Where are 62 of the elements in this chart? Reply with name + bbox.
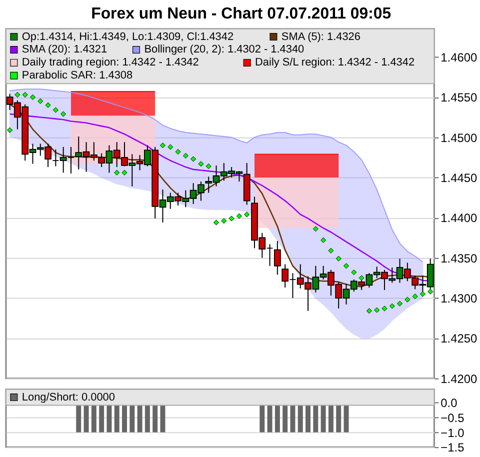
y-tick-label: 1.4300 [440, 292, 478, 306]
legend-label: Long/Short: 0.0000 [22, 391, 115, 404]
y-tick-label: 0.0 [440, 396, 458, 410]
point [175, 149, 181, 155]
point [420, 291, 426, 297]
point [244, 212, 250, 218]
point [344, 263, 349, 269]
point [182, 153, 188, 159]
point [404, 296, 410, 302]
point [168, 144, 174, 150]
point [236, 213, 242, 219]
chart-title: Forex um Neun - Chart 07.07.2011 09:05 [91, 6, 392, 23]
point [374, 307, 380, 313]
point [228, 216, 234, 222]
point [206, 164, 212, 169]
point [38, 98, 44, 104]
legend-label: Bollinger (20, 2): 1.4302 - 1.4340 [144, 44, 304, 56]
y-tick-label: 1.4350 [440, 251, 478, 266]
point [312, 226, 318, 232]
point [160, 142, 166, 148]
point [45, 102, 51, 108]
point [190, 156, 196, 162]
point [22, 92, 28, 98]
point [60, 111, 66, 117]
y-tick-label: 1.4250 [440, 332, 478, 346]
point [214, 220, 219, 226]
y-tick-label: 1.4200 [440, 372, 478, 386]
point [428, 288, 434, 294]
y-tick-label: −1.0 [440, 426, 465, 440]
y-tick-label: −0.5 [440, 410, 465, 425]
y-tick-label: 1.4450 [440, 170, 478, 185]
point [198, 161, 204, 167]
point [366, 308, 372, 314]
legend-label: Op:1.4314, Hi:1.4349, Lo:1.4309, Cl:1.4342 [22, 30, 234, 43]
point [52, 107, 58, 113]
point [7, 127, 13, 133]
y-tick-label: 1.4550 [440, 90, 478, 105]
point [336, 256, 342, 262]
point [320, 237, 326, 243]
legend-label: SMA (5): 1.4326 [281, 30, 360, 43]
y-tick-label: 1.4600 [440, 50, 478, 64]
y-tick-label: 1.4500 [440, 130, 478, 145]
point [358, 275, 364, 281]
point [397, 300, 403, 306]
y-tick-label: −1.5 [440, 440, 465, 455]
legend-label: Parabolic SAR: 1.4308 [22, 70, 133, 82]
candlestick [274, 240, 281, 276]
point [328, 248, 334, 254]
legend-label: Daily trading region: 1.4342 - 1.4342 [22, 56, 199, 69]
point [30, 94, 36, 100]
point [351, 270, 357, 276]
point [14, 92, 20, 98]
point [382, 306, 388, 312]
y-tick-label: 1.4400 [440, 211, 478, 226]
point [412, 294, 418, 300]
point [114, 170, 120, 176]
point [122, 170, 128, 176]
legend-label: SMA (20): 1.4321 [22, 44, 108, 56]
legend-label: Daily S/L region: 1.4342 - 1.4342 [255, 56, 415, 69]
line-series [9, 88, 424, 262]
point [221, 218, 227, 224]
point [389, 303, 395, 309]
